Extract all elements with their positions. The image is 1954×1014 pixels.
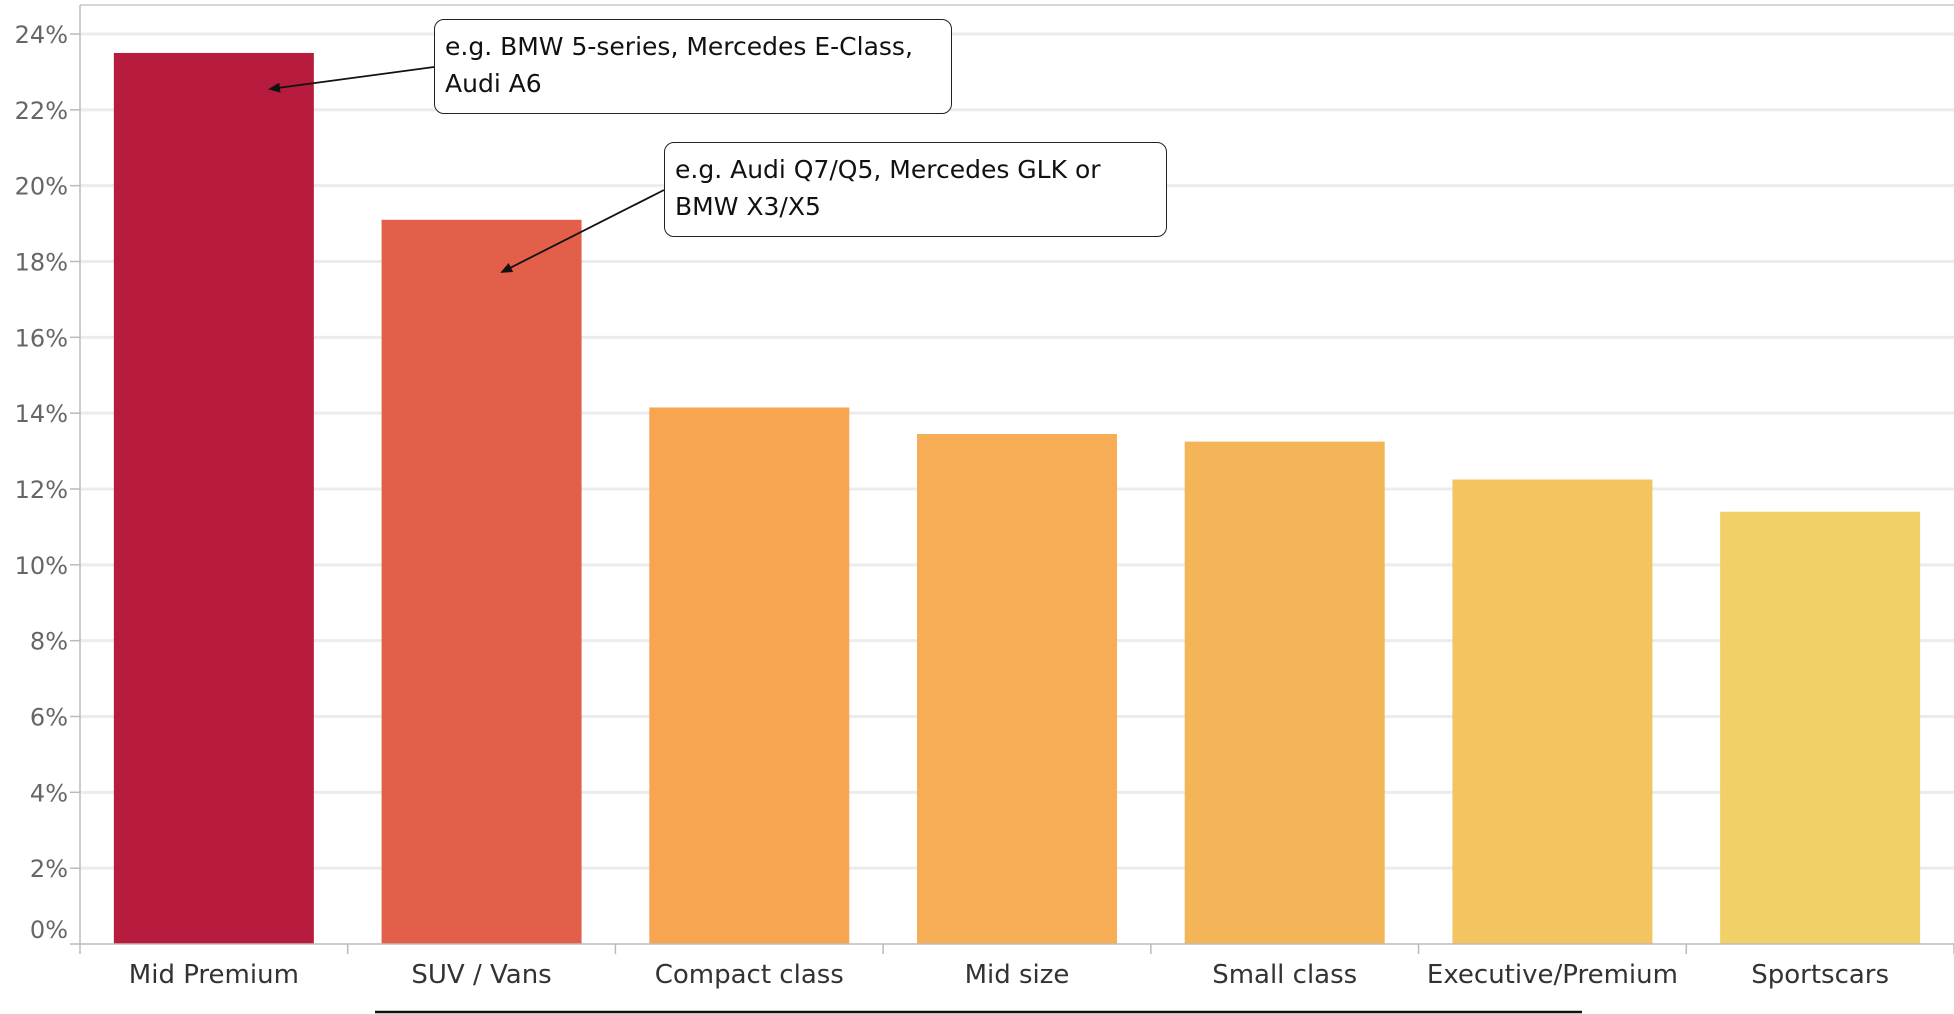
- y-tick-label: 12%: [15, 476, 68, 504]
- x-tick-label: Executive/Premium: [1427, 960, 1678, 990]
- annotation-callout-mid-premium: e.g. BMW 5-series, Mercedes E-Class, Aud…: [434, 19, 952, 114]
- x-tick-label: Small class: [1212, 960, 1357, 990]
- annotation-line-2: BMW X3/X5: [675, 192, 821, 221]
- bar-small-class: [1184, 441, 1385, 944]
- bar-mid-premium: [113, 52, 314, 945]
- annotation-line-1: e.g. BMW 5-series, Mercedes E-Class,: [445, 32, 913, 61]
- bar-suv-vans: [381, 219, 582, 944]
- y-tick-label: 24%: [15, 21, 68, 49]
- y-tick-label: 0%: [30, 916, 68, 944]
- x-axis: Mid Premium SUV / Vans Compact class Mid si…: [79, 943, 1954, 990]
- y-tick-label: 2%: [30, 855, 68, 883]
- annotation-arrows: [268, 66, 665, 273]
- annotation-callout-suv-vans: e.g. Audi Q7/Q5, Mercedes GLK or BMW X3/…: [664, 142, 1167, 237]
- y-tick-label: 10%: [15, 552, 68, 580]
- annotation-line-2: Audi A6: [445, 69, 542, 98]
- y-tick-label: 4%: [30, 779, 68, 807]
- y-tick-label: 22%: [15, 97, 68, 125]
- annotation-arrow: [268, 66, 435, 93]
- bar-mid-size: [917, 434, 1117, 944]
- annotation-arrow: [500, 189, 665, 273]
- x-tick-label: Mid size: [965, 960, 1070, 990]
- y-tick-label: 6%: [30, 704, 68, 732]
- x-tick-label: SUV / Vans: [411, 960, 551, 990]
- y-tick-label: 20%: [15, 173, 68, 201]
- x-tick-label: Sportscars: [1751, 960, 1889, 990]
- y-tick-label: 16%: [15, 324, 68, 352]
- bars: [113, 52, 1921, 945]
- y-tick-label: 18%: [15, 249, 68, 277]
- y-tick-label: 8%: [30, 628, 68, 656]
- y-tick-label: 14%: [15, 400, 68, 428]
- bar-compact-class: [649, 407, 850, 945]
- bar-executive-premium: [1452, 479, 1653, 944]
- y-axis: 0% 2% 4% 6% 8% 10% 12% 14% 16% 18% 20% 22% 24%: [15, 5, 81, 945]
- x-tick-label: Mid Premium: [129, 960, 299, 990]
- annotation-line-1: e.g. Audi Q7/Q5, Mercedes GLK or: [675, 155, 1101, 184]
- x-tick-label: Compact class: [655, 960, 844, 990]
- bar-sportscars: [1720, 511, 1921, 944]
